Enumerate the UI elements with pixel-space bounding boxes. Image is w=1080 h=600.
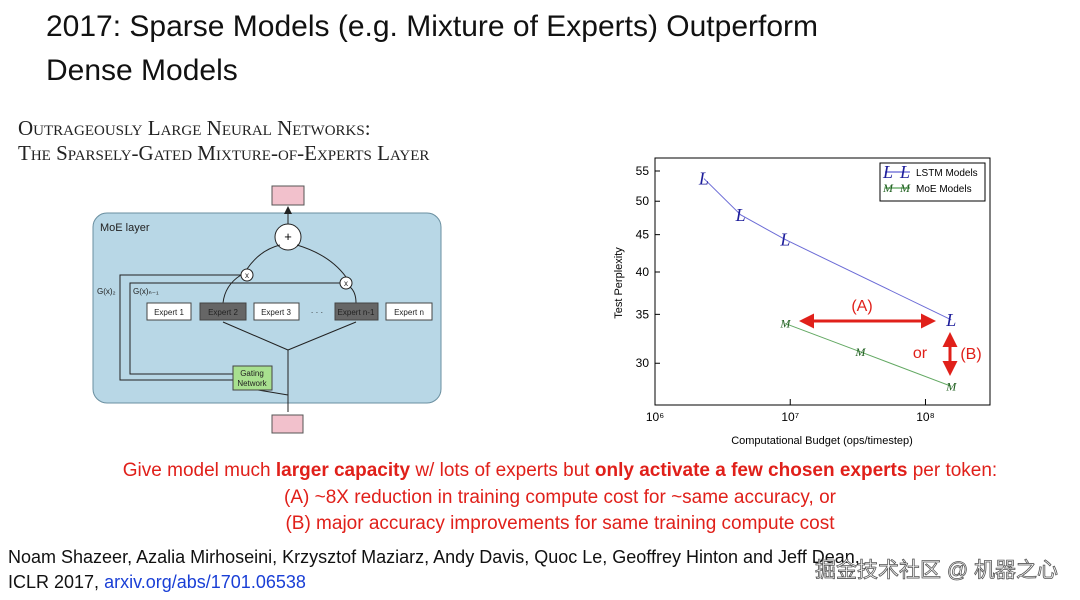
data-marker: M [854,345,866,359]
summary-line: (B) major accuracy improvements for same… [285,513,835,534]
x-tick-label: 10⁷ [781,410,799,424]
summary-segment: only activate a few chosen experts [595,460,908,481]
citation-venue: ICLR 2017, arxiv.org/abs/1701.06538 [8,572,306,592]
summary-segment: (A) ~8X reduction in training compute co… [284,487,837,508]
gate-label: G(x)ₙ₋₁ [133,287,159,296]
paper-title: The Sparsely-Gated Mixture-of-Experts La… [18,141,429,165]
ellipsis: · · · [311,308,323,317]
legend-marker: L [899,162,910,182]
paper-title: Outrageously Large Neural Networks: [18,116,371,140]
data-marker: M [779,317,791,331]
gate-label: G(x)₂ [97,287,116,296]
sum-node: + [284,229,292,244]
x-axis-label: Computational Budget (ops/timestep) [731,435,913,447]
data-marker: L [735,205,746,225]
series-line [785,323,952,387]
summary-segment: larger capacity [276,460,411,481]
legend-label: LSTM Models [916,168,978,179]
summary-line: Give model much larger capacity w/ lots … [123,460,997,481]
y-tick-label: 55 [636,164,650,178]
summary-segment: w/ lots of experts but [410,460,595,481]
slide-title: 2017: Sparse Models (e.g. Mixture of Exp… [46,10,818,43]
data-marker: L [945,310,956,330]
multiply-node: x [344,279,348,288]
multiply-node: x [245,271,249,280]
y-tick-label: 35 [636,307,650,321]
expert-label: Expert 1 [154,308,184,317]
slide-title: Dense Models [46,54,238,87]
legend-marker: L [882,162,893,182]
x-tick-label: 10⁸ [916,410,934,424]
annotation: (B) [960,346,981,363]
y-tick-label: 50 [636,194,650,208]
venue: ICLR 2017, [8,572,104,592]
y-axis-label: Test Perplexity [613,247,625,319]
chart: Test Perplexity Computational Budget (op… [613,157,991,447]
moe-diagram: MoE layer + x x G(x)₂ G(x)ₙ₋₁ Expert 1 E… [92,185,442,434]
expert-label: Expert 2 [208,308,238,317]
watermark: 掘金技术社区 @ 机器之心 [815,559,1058,582]
citation-authors: Noam Shazeer, Azalia Mirhoseini, Krzyszt… [8,547,860,567]
data-marker: M [945,379,957,393]
expert-label: Expert 3 [261,308,291,317]
summary-line: (A) ~8X reduction in training compute co… [284,487,837,508]
data-marker: L [698,169,709,189]
legend-marker: M [882,181,894,195]
gating-label: Gating [240,369,264,378]
expert-label: Expert n-1 [338,308,375,317]
paper-link[interactable]: arxiv.org/abs/1701.06538 [104,572,306,592]
annotation: (A) [851,298,872,315]
y-tick-label: 30 [636,356,650,370]
summary-segment: per token: [907,460,997,481]
data-marker: L [779,230,790,250]
series-line [703,178,952,321]
x-tick-label: 10⁶ [646,410,664,424]
gating-label: Network [237,379,267,388]
summary-segment: Give model much [123,460,276,481]
annotation: or [913,345,928,362]
y-tick-label: 45 [636,228,650,242]
legend-marker: M [899,181,911,195]
legend-label: MoE Models [916,184,972,195]
layer-label: MoE layer [100,222,150,234]
expert-label: Expert n [394,308,424,317]
y-tick-label: 40 [636,265,650,279]
summary-segment: (B) major accuracy improvements for same… [285,513,835,534]
